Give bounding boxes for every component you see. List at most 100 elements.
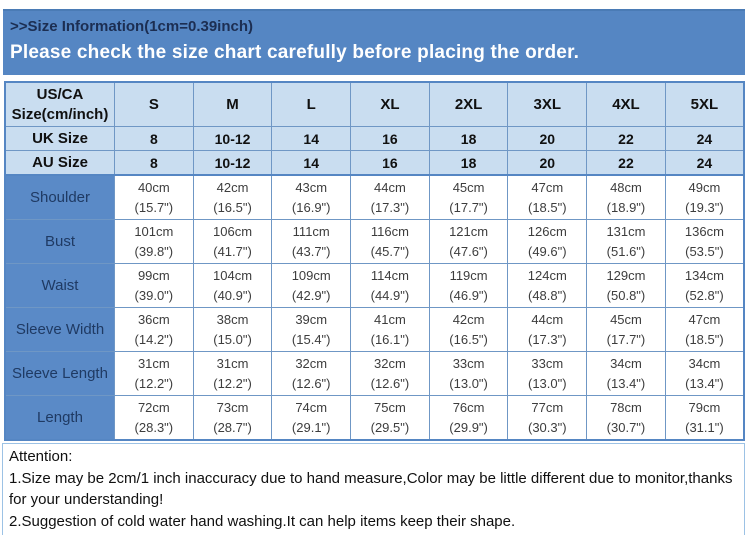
measurement-cm: 131cm [606,223,646,239]
measurement-inch: (15.0") [213,331,252,347]
measurement-cm: 74cm [295,399,328,415]
size-column-header: M [192,81,273,127]
measurement-cm: 119cm [449,267,488,283]
measurement-cm: 33cm [452,355,485,371]
measurement-cell: 47cm (18.5") [507,174,588,220]
measurement-cell: 76cm (29.9") [428,395,509,441]
measurement-cm: 111cm [292,223,330,239]
measurement-inch: (28.7") [213,419,252,435]
size-conversion-cell: 24 [664,150,745,176]
measurement-cm: 78cm [610,399,642,415]
size-column-header: 2XL [428,81,509,127]
measurement-inch: (19.3") [685,199,724,215]
size-check-notice: Please check the size chart carefully be… [10,42,580,63]
measurement-inch: (29.1") [291,419,331,435]
measurement-inch: (49.6") [527,243,567,259]
attention-note-2: 2.Suggestion of cold water hand washing.… [9,513,516,530]
measurement-cm: 104cm [213,267,253,283]
row-label: UK Size [4,126,115,151]
attention-box: Attention: 1.Size may be 2cm/1 inch inac… [2,443,745,535]
measurement-cell: 73cm (28.7") [192,395,273,441]
measurement-inch: (14.2") [134,331,174,347]
measurement-cm: 47cm [688,311,721,327]
measurement-cm: 34cm [688,355,721,371]
measurement-cm: 31cm [137,355,170,371]
measurement-inch: (12.6") [291,375,331,391]
measurement-inch: (13.0") [449,375,488,391]
measurement-inch: (39.8") [134,243,174,259]
measurement-inch: (18.5") [527,199,567,215]
measurement-cell: 45cm (17.7") [586,307,666,352]
size-column-header: XL [350,81,430,127]
corner-header-cell: US/CA Size(cm/inch) [4,81,115,127]
measurement-inch: (16.5") [449,331,488,347]
size-column-header: 4XL [586,81,666,127]
measurement-row: Shoulder 40cm (15.7") 42cm (16.5") 43cm (16.9"… [4,174,745,220]
measurement-cell: 119cm (46.9") [428,263,509,308]
measurement-cm: 42cm [216,179,249,195]
measurement-inch: (31.1") [685,419,724,435]
measurement-cell: 72cm (28.3") [114,395,194,441]
measurement-inch: (12.2") [134,375,174,391]
measurement-cell: 42cm (16.5") [428,307,509,352]
corner-header-line2: Size(cm/inch) [11,105,109,123]
measurement-cell: 44cm (17.3") [507,307,588,352]
measurement-label: Shoulder [4,174,115,220]
measurement-cell: 40cm (15.7") [114,174,194,220]
size-conversion-cell: 10-12 [192,126,273,151]
measurement-inch: (17.7") [606,331,646,347]
measurement-inch: (17.7") [449,199,488,215]
measurement-cell: 78cm (30.7") [586,395,666,441]
size-header-row: US/CA Size(cm/inch) S M L XL 2XL 3XL 4XL 5XL [4,81,745,127]
measurement-cell: 49cm (19.3") [664,174,745,220]
measurement-inch: (13.4") [685,375,724,391]
measurement-cell: 79cm (31.1") [664,395,745,441]
measurement-inch: (18.9") [606,199,646,215]
measurement-inch: (17.3") [527,331,567,347]
measurement-cell: 131cm (51.6") [586,219,666,264]
measurement-row: Sleeve Length 31cm (12.2") 31cm (12.2") 32cm (… [4,351,745,396]
measurement-inch: (13.0") [527,375,567,391]
measurement-inch: (18.5") [685,331,724,347]
measurement-cm: 77cm [531,399,564,415]
measurement-inch: (29.9") [449,419,488,435]
measurement-inch: (29.5") [370,419,410,435]
measurement-cm: 34cm [610,355,642,371]
size-conversion-cell: 18 [428,126,509,151]
measurement-cell: 34cm (13.4") [664,351,745,396]
measurement-row: Waist 99cm (39.0") 104cm (40.9") 109cm (42.9")… [4,263,745,308]
measurement-cm: 73cm [216,399,249,415]
measurement-cell: 34cm (13.4") [586,351,666,396]
size-conversion-cell: 10-12 [192,150,273,176]
corner-header-line1: US/CA [36,85,84,103]
measurement-cell: 101cm (39.8") [114,219,194,264]
measurement-cell: 114cm (44.9") [350,263,430,308]
measurement-cm: 121cm [449,223,489,239]
measurement-inch: (28.3") [134,419,174,435]
measurement-label: Length [4,395,115,441]
row-label: AU Size [4,150,115,176]
measurement-cm: 129cm [606,267,646,283]
measurement-cm: 43cm [295,179,328,195]
measurement-cm: 41cm [374,311,406,327]
measurement-inch: (15.4") [291,331,331,347]
size-info-title: >>Size Information(1cm=0.39inch) [10,18,253,35]
measurement-cm: 38cm [216,311,249,327]
measurement-cell: 104cm (40.9") [192,263,273,308]
measurement-cell: 38cm (15.0") [192,307,273,352]
size-chart-table: US/CA Size(cm/inch) S M L XL 2XL 3XL 4XL 5XL UK… [4,81,745,441]
measurement-inch: (45.7") [370,243,410,259]
measurement-inch: (16.1") [370,331,410,347]
measurement-cm: 109cm [291,267,331,283]
measurement-cm: 116cm [370,223,409,239]
measurement-inch: (12.6") [370,375,410,391]
measurement-cell: 109cm (42.9") [271,263,352,308]
measurement-cm: 45cm [610,311,642,327]
size-conversion-cell: 8 [114,126,194,151]
measurement-cell: 42cm (16.5") [192,174,273,220]
measurement-inch: (17.3") [370,199,410,215]
measurement-cm: 47cm [531,179,564,195]
measurement-cm: 76cm [452,399,485,415]
measurement-inch: (44.9") [370,287,410,303]
size-table-body: UK Size 8 10-12 14 16 18 20 22 24 AU Size 8 10-12 14… [4,126,745,441]
